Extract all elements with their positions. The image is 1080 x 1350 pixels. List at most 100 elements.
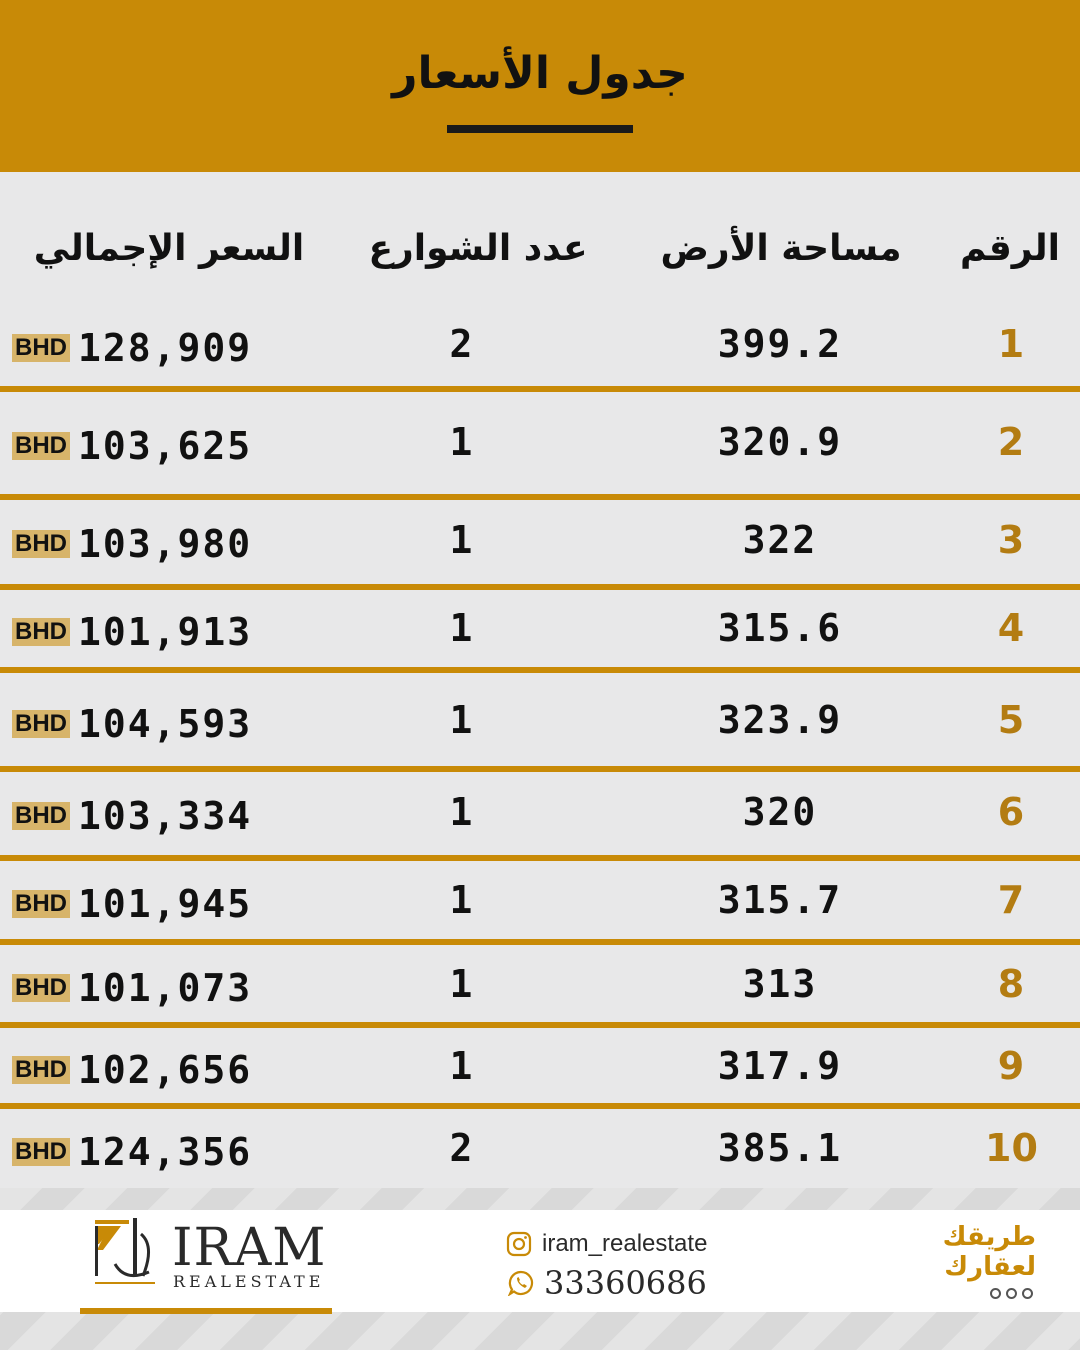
price-value: 103,625 <box>78 424 253 468</box>
page-title: جدول الأسعار <box>392 48 688 99</box>
currency-badge: BHD <box>12 1138 70 1166</box>
row-number: 3 <box>997 518 1025 562</box>
row-number: 1 <box>997 322 1025 366</box>
row-divider <box>0 1022 1080 1028</box>
row-number: 10 <box>985 1126 1038 1170</box>
slogan-line-1: طريقك <box>942 1222 1036 1252</box>
row-number: 2 <box>997 420 1025 464</box>
land-area-value: 320.9 <box>717 420 843 464</box>
whatsapp-icon <box>508 1270 534 1296</box>
instagram-contact[interactable]: iram_realestate <box>506 1230 707 1258</box>
iram-logo-icon <box>95 1218 155 1284</box>
total-price: BHD 101,913 <box>12 610 252 654</box>
currency-badge: BHD <box>12 334 70 362</box>
row-divider <box>0 1103 1080 1109</box>
streets-count: 1 <box>449 698 475 742</box>
streets-count: 1 <box>449 518 475 562</box>
currency-badge: BHD <box>12 802 70 830</box>
row-divider <box>0 766 1080 772</box>
table-row: 7 315.7 1 BHD 101,945 <box>0 878 1080 938</box>
streets-count: 2 <box>449 322 475 366</box>
footer <box>0 1210 1080 1312</box>
currency-badge: BHD <box>12 432 70 460</box>
land-area-value: 315.7 <box>717 878 843 922</box>
total-price: BHD 103,625 <box>12 424 252 468</box>
row-number: 4 <box>997 606 1025 650</box>
land-area-value: 313 <box>742 962 818 1006</box>
column-header-land-area: مساحة الأرض <box>660 228 902 269</box>
currency-badge: BHD <box>12 1056 70 1084</box>
dot-icon <box>1006 1288 1017 1299</box>
table-row: 8 313 1 BHD 101,073 <box>0 962 1080 1022</box>
table-row: 9 317.9 1 BHD 102,656 <box>0 1044 1080 1104</box>
instagram-handle: iram_realestate <box>542 1230 708 1257</box>
row-number: 7 <box>997 878 1025 922</box>
land-area-value: 323.9 <box>717 698 843 742</box>
price-value: 102,656 <box>78 1048 253 1092</box>
price-value: 101,073 <box>78 966 253 1010</box>
dot-icon <box>1022 1288 1033 1299</box>
slogan: طريقك لعقارك <box>943 1222 1036 1282</box>
currency-badge: BHD <box>12 890 70 918</box>
row-number: 5 <box>997 698 1025 742</box>
streets-count: 1 <box>449 606 475 650</box>
instagram-icon <box>506 1231 532 1257</box>
total-price: BHD 101,945 <box>12 882 252 926</box>
brand-underline <box>80 1308 332 1314</box>
price-value: 104,593 <box>78 702 253 746</box>
streets-count: 1 <box>449 420 475 464</box>
phone-number: 33360686 <box>544 1264 707 1302</box>
price-value: 103,980 <box>78 522 253 566</box>
row-divider <box>0 939 1080 945</box>
table-row: 3 322 1 BHD 103,980 <box>0 518 1080 578</box>
land-area-value: 385.1 <box>717 1126 843 1170</box>
currency-badge: BHD <box>12 710 70 738</box>
streets-count: 1 <box>449 962 475 1006</box>
table-row: 2 320.9 1 BHD 103,625 <box>0 420 1080 480</box>
land-area-value: 317.9 <box>717 1044 843 1088</box>
dot-icon <box>990 1288 1001 1299</box>
streets-count: 1 <box>449 1044 475 1088</box>
total-price: BHD 104,593 <box>12 702 252 746</box>
total-price: BHD 103,334 <box>12 794 252 838</box>
currency-badge: BHD <box>12 618 70 646</box>
total-price: BHD 103,980 <box>12 522 252 566</box>
price-value: 101,913 <box>78 610 253 654</box>
row-number: 9 <box>997 1044 1025 1088</box>
streets-count: 2 <box>449 1126 475 1170</box>
total-price: BHD 124,356 <box>12 1130 252 1174</box>
table-row: 1 399.2 2 BHD 128,909 <box>0 322 1080 382</box>
row-number: 8 <box>997 962 1025 1006</box>
land-area-value: 399.2 <box>717 322 843 366</box>
row-divider <box>0 494 1080 500</box>
currency-badge: BHD <box>12 974 70 1002</box>
table-row: 4 315.6 1 BHD 101,913 <box>0 606 1080 666</box>
row-divider <box>0 584 1080 590</box>
price-value: 101,945 <box>78 882 253 926</box>
column-header-streets: عدد الشوارع <box>368 228 588 269</box>
slogan-line-2: لعقارك <box>944 1252 1036 1282</box>
price-value: 103,334 <box>78 794 253 838</box>
header-banner <box>0 0 1080 172</box>
price-value: 128,909 <box>78 326 253 370</box>
total-price: BHD 102,656 <box>12 1048 252 1092</box>
table-row: 5 323.9 1 BHD 104,593 <box>0 698 1080 758</box>
title-underline <box>447 125 633 133</box>
total-price: BHD 128,909 <box>12 326 252 370</box>
row-divider <box>0 667 1080 673</box>
land-area-value: 320 <box>742 790 818 834</box>
column-header-total-price: السعر الإجمالي <box>33 228 305 269</box>
total-price: BHD 101,073 <box>12 966 252 1010</box>
streets-count: 1 <box>449 878 475 922</box>
currency-badge: BHD <box>12 530 70 558</box>
row-number: 6 <box>997 790 1025 834</box>
more-dots-icon <box>990 1288 1033 1299</box>
brand-name: IRAM <box>172 1218 327 1278</box>
table-row: 10 385.1 2 BHD 124,356 <box>0 1126 1080 1186</box>
brand-subtitle: REALESTATE <box>173 1272 325 1291</box>
row-divider <box>0 855 1080 861</box>
land-area-value: 315.6 <box>717 606 843 650</box>
row-divider <box>0 386 1080 392</box>
whatsapp-contact[interactable]: 33360686 <box>508 1264 707 1302</box>
price-value: 124,356 <box>78 1130 253 1174</box>
